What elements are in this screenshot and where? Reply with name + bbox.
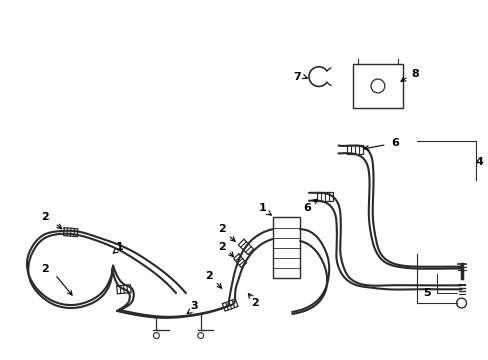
Bar: [272, 217, 300, 278]
Text: 7: 7: [293, 72, 301, 82]
Text: 2: 2: [41, 212, 49, 222]
Text: 2: 2: [218, 242, 226, 252]
Text: 2: 2: [218, 224, 226, 234]
Text: 1: 1: [116, 242, 123, 252]
Text: 8: 8: [410, 69, 418, 79]
Text: 2: 2: [41, 264, 49, 274]
Text: 2: 2: [250, 298, 258, 308]
Text: 3: 3: [190, 301, 197, 311]
Text: 6: 6: [303, 203, 310, 212]
Text: 2: 2: [204, 271, 212, 282]
Text: 5: 5: [423, 288, 430, 298]
Text: 4: 4: [474, 157, 482, 167]
Text: 6: 6: [391, 138, 399, 148]
Text: 1: 1: [258, 203, 266, 212]
Bar: [352, 64, 402, 108]
